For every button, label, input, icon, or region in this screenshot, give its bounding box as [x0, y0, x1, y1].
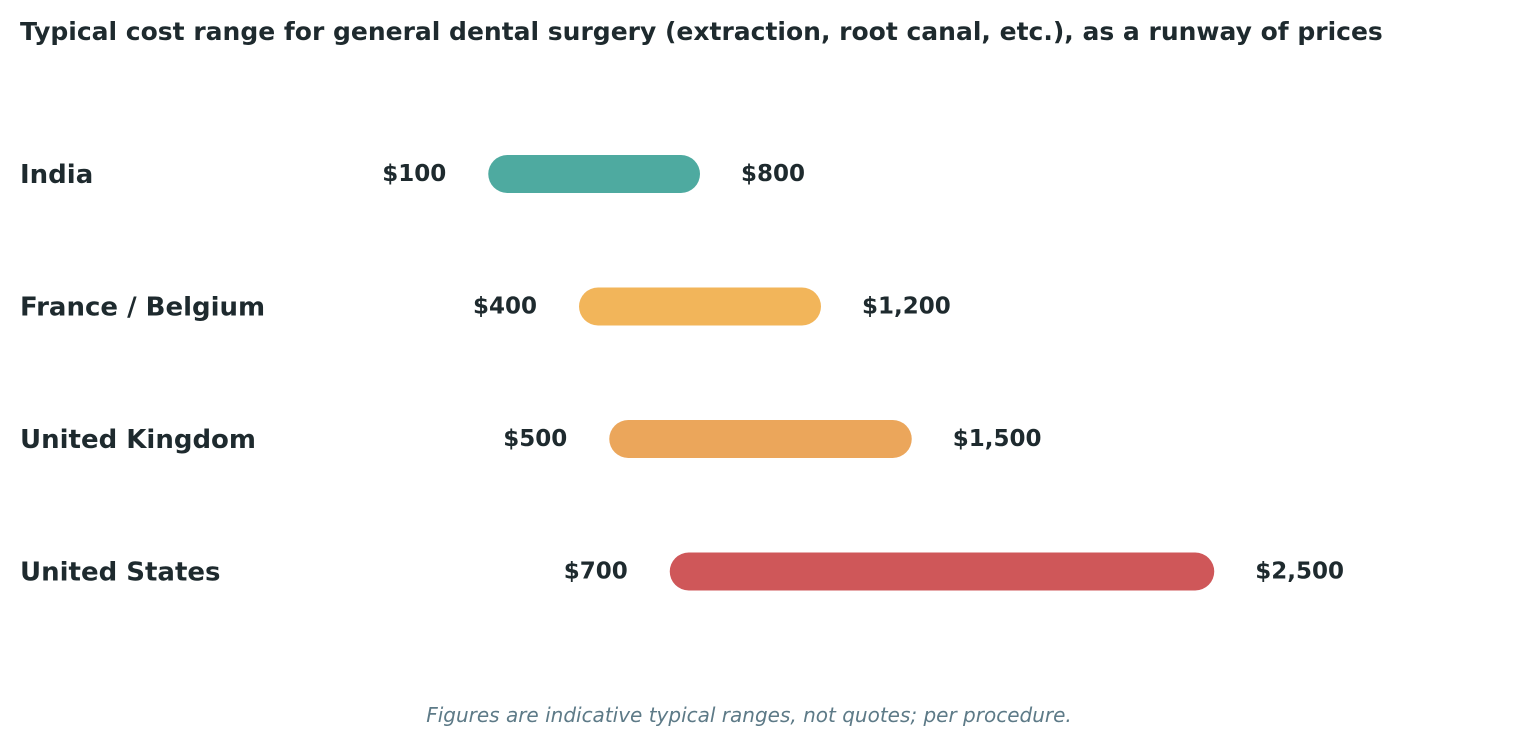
range-bar	[579, 287, 821, 326]
category-label: India	[20, 160, 93, 190]
high-value-label: $1,200	[862, 294, 951, 320]
high-value-label: $800	[741, 161, 805, 187]
chart-footnote: Figures are indicative typical ranges, n…	[426, 703, 1072, 727]
range-bar	[488, 155, 700, 193]
category-label: United States	[20, 558, 221, 588]
low-value-label: $500	[503, 426, 567, 452]
high-value-label: $1,500	[953, 426, 1042, 452]
low-value-label: $100	[382, 161, 446, 187]
low-value-label: $700	[564, 559, 628, 585]
category-label: France / Belgium	[20, 293, 265, 323]
range-bar	[669, 552, 1215, 591]
range-bar	[609, 420, 912, 458]
chart-title: Typical cost range for general dental su…	[20, 17, 1383, 46]
high-value-label: $2,500	[1255, 559, 1344, 585]
low-value-label: $400	[473, 294, 537, 320]
chart-rows: India $100 $800 France / Belgium $400 $1,200 U…	[20, 155, 1344, 591]
category-label: United Kingdom	[20, 425, 256, 455]
